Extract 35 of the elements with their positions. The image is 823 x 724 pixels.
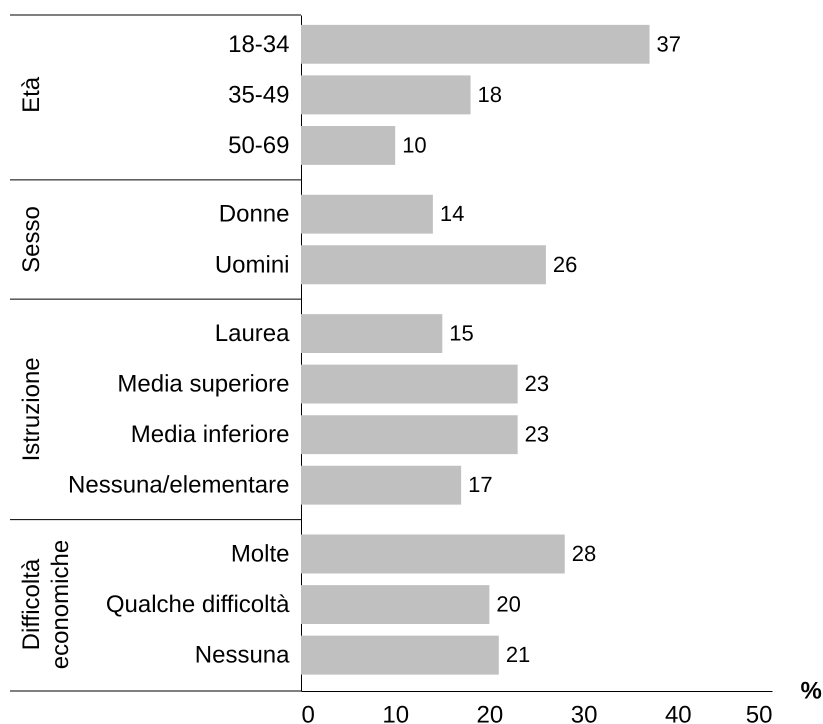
data-label: 21 [506,642,530,668]
x-tick-label: 50 [746,702,772,724]
data-label: 20 [496,592,521,617]
x-tick-label: 0 [302,702,315,724]
y-tick-label: Nessuna [194,642,290,669]
y-tick-label: 35-49 [228,81,290,108]
text: Difficoltà economiche [18,540,74,670]
y-tick-label: 18-34 [228,30,290,58]
data-label: 23 [524,371,550,396]
data-label: 15 [449,320,474,346]
x-tick-label: 30 [570,702,598,724]
x-tick-label: 40 [664,702,692,724]
data-label: 14 [440,201,464,226]
data-label: 17 [468,472,493,498]
y-tick-label: Media superiore [117,370,290,398]
y-tick-label: 50-69 [228,132,290,159]
data-label: 26 [552,252,578,277]
text: Sesso [18,206,45,273]
y-tick-label: Nessuna/elementare [68,472,290,499]
x-axis-title: % [800,678,822,704]
y-tick-label: Molte [230,540,290,568]
data-label: 18 [478,82,502,107]
data-label: 37 [656,31,682,56]
y-tick-label: Donne [218,200,290,228]
y-tick-label: Uomini [214,251,290,278]
y-tick-label: Laurea [214,320,290,348]
data-label: 10 [402,132,427,158]
y-tick-label: Media inferiore [130,421,290,448]
text: Istruzione [18,357,45,462]
text: Età [18,76,45,113]
y-tick-label: Qualche difficoltà [106,591,290,618]
data-label: 23 [524,422,550,447]
x-tick-label: 20 [476,702,504,724]
data-label: 28 [572,540,596,566]
x-tick-label: 10 [382,702,410,724]
